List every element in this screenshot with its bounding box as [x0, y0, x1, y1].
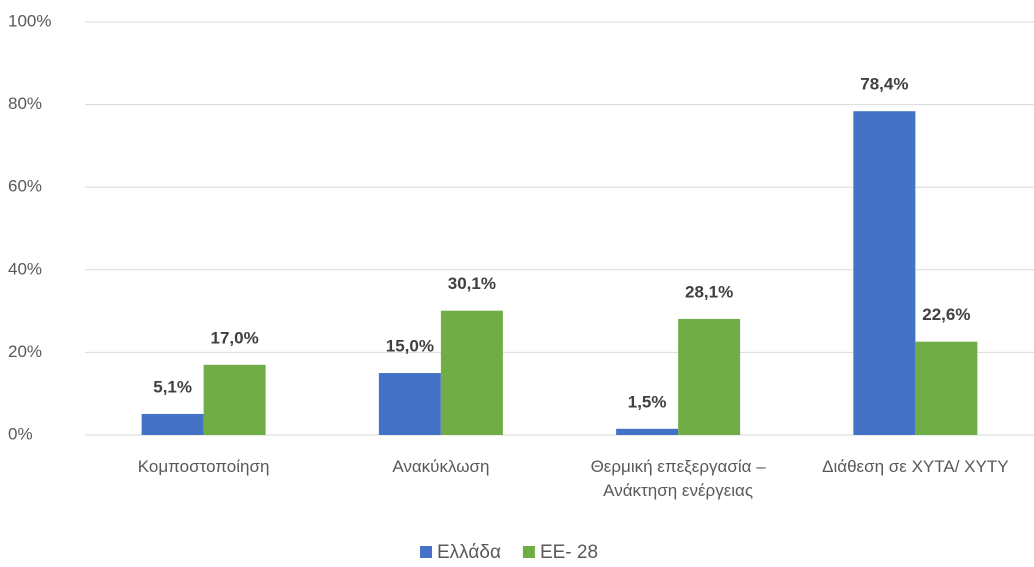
bar — [616, 428, 679, 435]
data-label: 30,1% — [448, 274, 496, 293]
bar — [678, 318, 741, 435]
y-tick-label: 60% — [8, 177, 42, 196]
bar — [440, 310, 503, 435]
legend-swatch — [420, 546, 432, 558]
legend-label: Ελλάδα — [437, 542, 501, 563]
bar — [853, 111, 916, 435]
x-tick-label: Κομποστοποίηση — [137, 457, 270, 476]
y-tick-label: 80% — [8, 94, 42, 113]
bar — [141, 413, 204, 435]
data-label: 78,4% — [860, 75, 908, 94]
y-tick-label: 40% — [8, 259, 42, 278]
data-label: 17,0% — [211, 328, 259, 347]
bar — [203, 364, 266, 435]
data-label: 22,6% — [922, 305, 970, 324]
bar — [915, 341, 978, 435]
y-tick-label: 20% — [8, 342, 42, 361]
data-label: 1,5% — [628, 392, 667, 411]
bar — [378, 373, 441, 435]
legend-swatch — [522, 546, 535, 558]
y-tick-label: 0% — [8, 424, 33, 443]
y-tick-label: 100% — [8, 11, 51, 30]
legend-label: ΕΕ- 28 — [540, 542, 598, 563]
data-label: 5,1% — [153, 377, 192, 396]
x-tick-label: Θερμική επεξεργασία – Ανάκτηση ενέργειας — [590, 457, 766, 500]
data-label: 15,0% — [386, 337, 434, 356]
x-tick-label: Ανακύκλωση — [392, 457, 490, 476]
x-tick-label: Διάθεση σε ΧΥΤΑ/ ΧΥΤΥ — [822, 457, 1009, 476]
data-label: 28,1% — [685, 282, 733, 301]
